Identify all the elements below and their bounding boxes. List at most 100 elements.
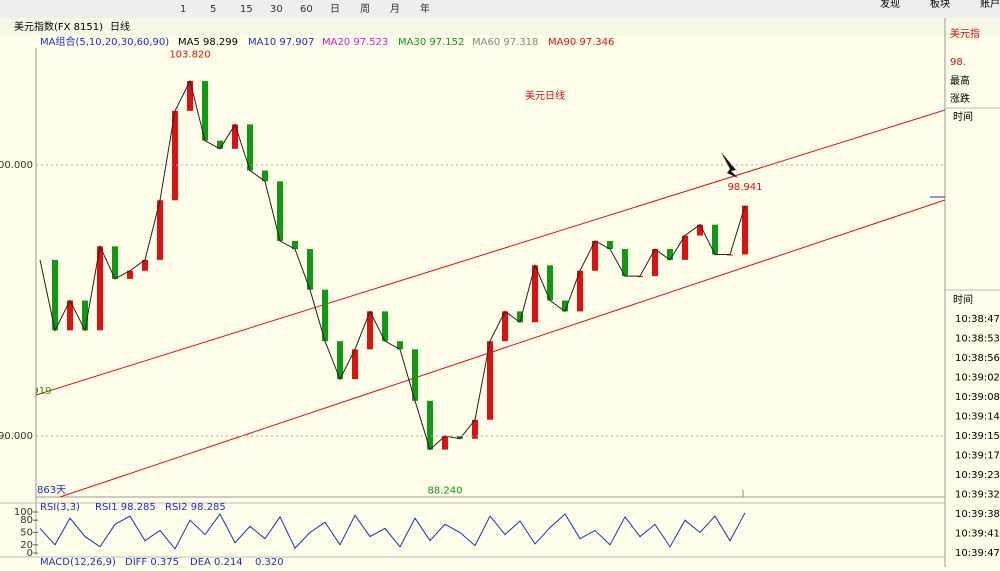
candle [292,240,298,250]
tick-time: 10:39:41 [955,529,1000,540]
arrow [721,152,738,178]
time-header: 时间 [953,293,973,306]
symbol: 美元指数(FX 8151) [14,20,103,33]
candle [412,349,418,401]
candle [667,249,673,260]
ma-label: MA20 97.523 [322,37,388,48]
candle [622,249,628,277]
toolbar-tab[interactable]: 发现 [880,0,900,10]
price-annotation: 88.240 [428,486,463,497]
candle [397,341,403,350]
tick-time: 10:39:08 [955,392,1000,403]
candle [52,259,58,331]
days-label: 863天 [37,485,66,496]
close-line [39,79,746,451]
candle [307,249,313,290]
price-annotation: 91.919 [17,386,52,397]
candle [112,246,118,279]
toolbar-button[interactable]: 日 [330,4,340,15]
price-annotation: 98.941 [728,182,763,193]
tick-time: 10:39:17 [955,451,1000,462]
tick-time: 10:39:38 [955,509,1000,520]
macd-label: MACD(12,26,9) [40,557,116,567]
side-field: 最高 [950,74,970,87]
candle [97,246,103,331]
candle [697,224,703,236]
rsi-line [39,512,746,550]
rsi-tick-label: 50 [20,528,33,539]
rsi-tick-label: 80 [20,515,33,526]
candle [742,205,748,255]
candle [67,300,73,331]
candle [247,124,253,171]
candle [592,240,598,271]
main-plot: 91.919 [17,79,748,451]
candle [442,436,448,450]
toolbar-button[interactable]: 30 [270,4,283,15]
candle [367,311,373,350]
macd-value: 0.320 [255,557,284,567]
candle [517,311,523,323]
candle [607,240,613,250]
candle [187,81,193,111]
title-bar [0,18,1000,35]
tick-time: 10:38:53 [955,334,1000,345]
toolbar-button[interactable]: 15 [240,4,253,15]
rsi-value: RSI2 98.285 [165,502,226,513]
candle [652,249,658,277]
candle [262,170,268,182]
candle [217,140,223,149]
tick-time: 10:39:23 [955,470,1000,481]
candle [532,265,538,323]
ma-label: MA90 97.346 [548,37,614,48]
candle [172,110,178,201]
rsi-label: RSI(3,3) [40,502,80,513]
price-annotation: 103.820 [169,50,210,61]
tick-time: 10:38:56 [955,353,1000,364]
toolbar-tab[interactable]: 账户 [980,0,1000,10]
channel-upper [36,109,945,396]
tick-time: 10:39:14 [955,412,1000,423]
tick-time: 10:38:47 [955,314,1000,325]
toolbar-tab[interactable]: 板块 [930,0,950,10]
candle [577,270,583,312]
ma-label: MA30 97.152 [398,37,464,48]
tick-time: 10:39:02 [955,373,1000,384]
toolbar-button[interactable]: 年 [420,2,430,15]
candle [427,400,433,450]
toolbar-button[interactable]: 60 [300,4,313,15]
candle [502,311,508,342]
y-tick-label: 90.000 [0,431,33,442]
toolbar-button[interactable]: 1 [180,4,186,15]
candle [142,259,148,271]
toolbar-button[interactable]: 5 [210,4,216,15]
macd-value: DEA 0.214 [190,557,243,567]
candle [157,200,163,260]
candle [127,270,133,279]
candle [712,224,718,255]
candle [382,311,388,342]
side-name: 美元指 [950,27,980,40]
candle [337,341,343,380]
candle [82,300,88,331]
candle [562,300,568,312]
rsi-value: RSI1 98.285 [95,502,156,513]
chart-heading: 美元日线 [525,89,565,102]
ma-label: MA10 97.907 [248,37,314,48]
channel-lower [59,199,945,497]
y-tick-label: 100.000 [0,160,33,171]
toolbar [0,0,1000,18]
indicator-label: MA组合(5,10,20,30,60,90) [40,35,169,48]
side-field: 涨跌 [950,92,970,105]
rsi-tick-label: 20 [20,540,33,551]
toolbar-button[interactable]: 周 [360,3,370,15]
candle [352,349,358,380]
tick-time: 10:39:32 [955,490,1000,501]
toolbar-button[interactable]: 月 [390,3,400,15]
candle [202,81,208,141]
candle [547,265,553,301]
macd-value: DIFF 0.375 [125,557,179,567]
candle [232,124,238,149]
